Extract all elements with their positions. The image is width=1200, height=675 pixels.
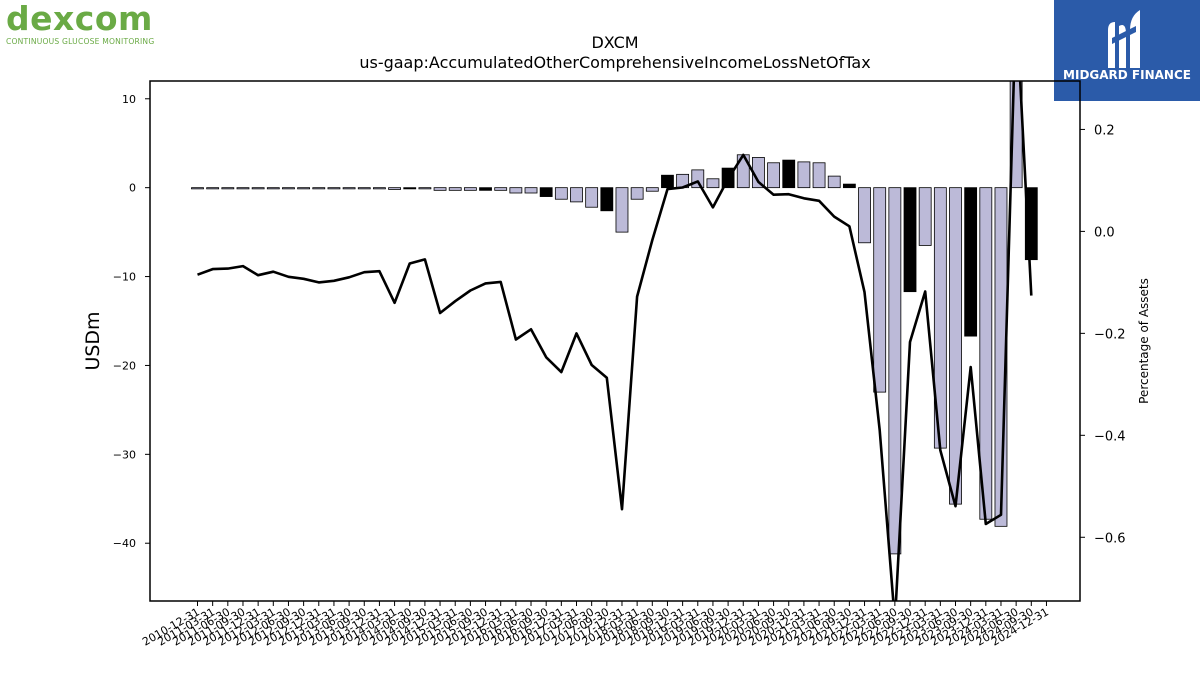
y2-axis-label: Percentage of Assets — [1137, 278, 1151, 404]
y-tick-label: 0 — [129, 182, 136, 195]
bar-2016-09-30 — [539, 187, 553, 197]
bar-2015-12-31 — [494, 187, 508, 191]
bar-2021-09-30 — [842, 183, 856, 189]
bar-2022-09-30 — [903, 187, 917, 293]
y-tick-label: −40 — [113, 537, 136, 550]
bar-2012-03-31 — [266, 187, 280, 190]
bar-2018-09-30 — [661, 174, 674, 189]
bar-2017-03-31 — [570, 187, 583, 203]
y-tick-label: 10 — [122, 93, 136, 106]
bar-2020-09-30 — [782, 159, 796, 189]
y-tick-label: −30 — [113, 448, 136, 461]
chart-subtitle: us-gaap:AccumulatedOtherComprehensiveInc… — [359, 53, 870, 72]
bar-2013-06-30 — [342, 187, 356, 190]
bar-2015-09-30 — [479, 187, 492, 191]
bar-2022-03-31 — [873, 187, 887, 393]
bar-2013-12-31 — [373, 187, 386, 190]
bar-2010-12-31 — [191, 187, 204, 190]
bar-2013-09-30 — [357, 187, 371, 190]
midgard-finance-name: MIDGARD FINANCE — [1063, 68, 1191, 82]
bar-2014-12-31 — [433, 187, 447, 191]
y2-tick-label: −0.2 — [1094, 327, 1126, 342]
bar-2018-06-30 — [645, 187, 659, 192]
bar-2019-03-31 — [691, 169, 705, 189]
bar-2022-06-30 — [888, 187, 902, 555]
bar-2014-06-30 — [403, 187, 417, 190]
bar-2021-06-30 — [827, 175, 841, 189]
pct-assets-line — [197, 81, 1033, 601]
bar-2017-12-31 — [615, 187, 629, 233]
bar-2017-06-30 — [585, 187, 599, 208]
bar-2019-06-30 — [706, 178, 720, 189]
bar-2011-12-31 — [251, 187, 265, 190]
bar-2014-09-30 — [418, 187, 432, 190]
dexcom-logo: dexcom CONTINUOUS GLUCOSE MONITORING — [6, 2, 176, 48]
y2-tick-label: −0.6 — [1094, 531, 1126, 546]
bar-2011-06-30 — [221, 187, 235, 190]
bar-2014-03-31 — [388, 187, 401, 190]
bar-2011-03-31 — [206, 187, 220, 190]
bar-2021-12-31 — [858, 187, 871, 244]
bar-2020-12-31 — [797, 161, 811, 189]
bar-2013-03-31 — [327, 187, 341, 190]
bar-2011-09-30 — [236, 187, 250, 190]
bar-2012-06-30 — [282, 187, 295, 190]
midgard-mark-icon — [1108, 10, 1140, 68]
bar-2016-03-31 — [509, 187, 523, 194]
bar-2018-03-31 — [630, 187, 644, 200]
bar-2016-12-31 — [554, 187, 568, 200]
chart-title: DXCM — [591, 33, 638, 52]
bar-2015-06-30 — [463, 187, 477, 191]
y-tick-label: −10 — [113, 271, 136, 284]
y-tick-label: −20 — [113, 359, 136, 372]
bar-2022-12-31 — [918, 187, 932, 246]
y2-tick-label: 0.2 — [1094, 123, 1115, 138]
dexcom-logo-tagline: CONTINUOUS GLUCOSE MONITORING — [6, 37, 155, 46]
bar-2016-06-30 — [524, 187, 538, 194]
dexcom-logo-word: dexcom — [6, 0, 153, 38]
bar-2023-09-30 — [964, 187, 978, 337]
bar-2012-09-30 — [297, 187, 311, 190]
bar-2015-03-31 — [448, 187, 462, 191]
bar-2021-03-31 — [812, 162, 826, 189]
plot-frame — [149, 80, 1081, 602]
bar-2017-09-30 — [600, 187, 614, 212]
y2-tick-label: −0.4 — [1094, 429, 1126, 444]
y2-tick-label: 0.0 — [1094, 225, 1115, 240]
y-axis-label: USDm — [82, 311, 104, 370]
midgard-finance-logo: MIDGARD FINANCE — [1054, 0, 1200, 101]
bar-2012-12-31 — [312, 187, 326, 190]
bar-2020-06-30 — [767, 162, 780, 189]
